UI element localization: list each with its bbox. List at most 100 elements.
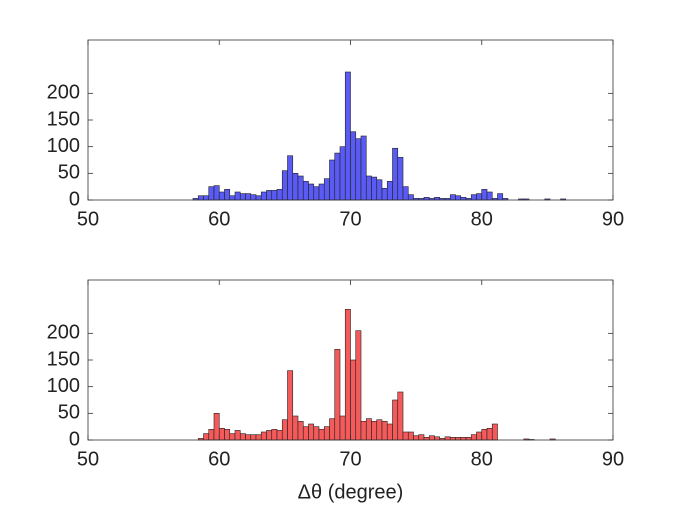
bar bbox=[276, 189, 283, 201]
bar bbox=[402, 431, 409, 441]
bar bbox=[334, 152, 341, 201]
bar bbox=[229, 433, 236, 441]
bar bbox=[313, 186, 320, 201]
x-tick-label: 80 bbox=[471, 208, 493, 230]
bar bbox=[329, 418, 336, 441]
bar bbox=[476, 193, 483, 201]
bar bbox=[323, 426, 330, 441]
bar bbox=[407, 431, 414, 441]
bar bbox=[213, 413, 220, 441]
bar bbox=[250, 194, 257, 201]
bar bbox=[234, 191, 241, 201]
bar bbox=[281, 419, 288, 441]
bar bbox=[476, 431, 483, 441]
bar bbox=[371, 176, 378, 201]
bar bbox=[334, 349, 341, 441]
y-tick-label: 50 bbox=[58, 162, 80, 184]
bar bbox=[376, 179, 383, 201]
bar bbox=[260, 191, 267, 201]
x-tick-label: 90 bbox=[602, 208, 624, 230]
bar bbox=[339, 146, 346, 201]
bar bbox=[365, 418, 372, 441]
bar bbox=[255, 434, 262, 441]
bar bbox=[470, 434, 477, 441]
bar bbox=[355, 138, 362, 201]
bar bbox=[355, 330, 362, 441]
bar bbox=[397, 157, 404, 201]
y-tick-label: 100 bbox=[47, 135, 80, 157]
bar bbox=[208, 429, 215, 441]
bar bbox=[360, 135, 367, 201]
bar bbox=[203, 195, 210, 201]
y-tick-label: 0 bbox=[69, 428, 80, 450]
bar bbox=[271, 429, 278, 441]
bar bbox=[218, 427, 225, 441]
x-tick-label: 60 bbox=[208, 208, 230, 230]
bar bbox=[491, 423, 498, 441]
bar bbox=[318, 183, 325, 201]
bar bbox=[434, 436, 441, 441]
bar bbox=[486, 427, 493, 441]
x-tick-label: 60 bbox=[208, 448, 230, 470]
bar bbox=[287, 370, 294, 441]
x-tick-label: 70 bbox=[339, 448, 361, 470]
bar bbox=[208, 186, 215, 201]
bar bbox=[318, 429, 325, 441]
bar bbox=[481, 429, 488, 441]
y-tick-label: 200 bbox=[47, 322, 80, 344]
bar bbox=[213, 185, 220, 201]
bar bbox=[381, 187, 388, 201]
x-tick-label: 80 bbox=[471, 448, 493, 470]
bar bbox=[287, 155, 294, 201]
bar bbox=[371, 421, 378, 441]
bar bbox=[239, 433, 246, 441]
bar bbox=[481, 189, 488, 201]
bar bbox=[344, 309, 351, 441]
bar bbox=[266, 190, 273, 201]
bar bbox=[386, 423, 393, 441]
bar bbox=[418, 434, 425, 441]
y-tick-label: 50 bbox=[58, 402, 80, 424]
bar bbox=[376, 419, 383, 441]
bar bbox=[392, 399, 399, 441]
bar bbox=[392, 147, 399, 201]
bar bbox=[224, 429, 231, 441]
bar bbox=[344, 71, 351, 201]
x-tick-label: 50 bbox=[77, 208, 99, 230]
bar bbox=[218, 191, 225, 201]
bar bbox=[350, 131, 357, 201]
bar bbox=[266, 430, 273, 441]
bar bbox=[381, 421, 388, 441]
bar bbox=[350, 359, 357, 441]
x-axis-label: Δθ (degree) bbox=[298, 481, 404, 503]
bar bbox=[250, 434, 257, 441]
y-tick-label: 100 bbox=[47, 375, 80, 397]
x-tick-label: 50 bbox=[77, 448, 99, 470]
bar bbox=[413, 435, 420, 441]
bar bbox=[323, 178, 330, 201]
bar bbox=[281, 170, 288, 201]
bar bbox=[271, 190, 278, 201]
bar bbox=[224, 189, 231, 201]
bar bbox=[449, 194, 456, 201]
bar bbox=[292, 173, 299, 201]
bar bbox=[245, 193, 252, 201]
bar bbox=[365, 175, 372, 201]
x-tick-label: 70 bbox=[339, 208, 361, 230]
bar bbox=[302, 181, 309, 201]
bar bbox=[329, 159, 336, 201]
bar bbox=[360, 421, 367, 441]
bar bbox=[229, 195, 236, 201]
bar bbox=[297, 421, 304, 441]
bar bbox=[197, 195, 204, 201]
bar bbox=[339, 415, 346, 441]
bar bbox=[455, 195, 462, 201]
y-tick-label: 150 bbox=[47, 348, 80, 370]
bar bbox=[444, 436, 451, 441]
bar bbox=[486, 191, 493, 201]
bar bbox=[386, 181, 393, 201]
bar bbox=[402, 186, 409, 201]
bar bbox=[297, 175, 304, 201]
bar bbox=[313, 426, 320, 441]
